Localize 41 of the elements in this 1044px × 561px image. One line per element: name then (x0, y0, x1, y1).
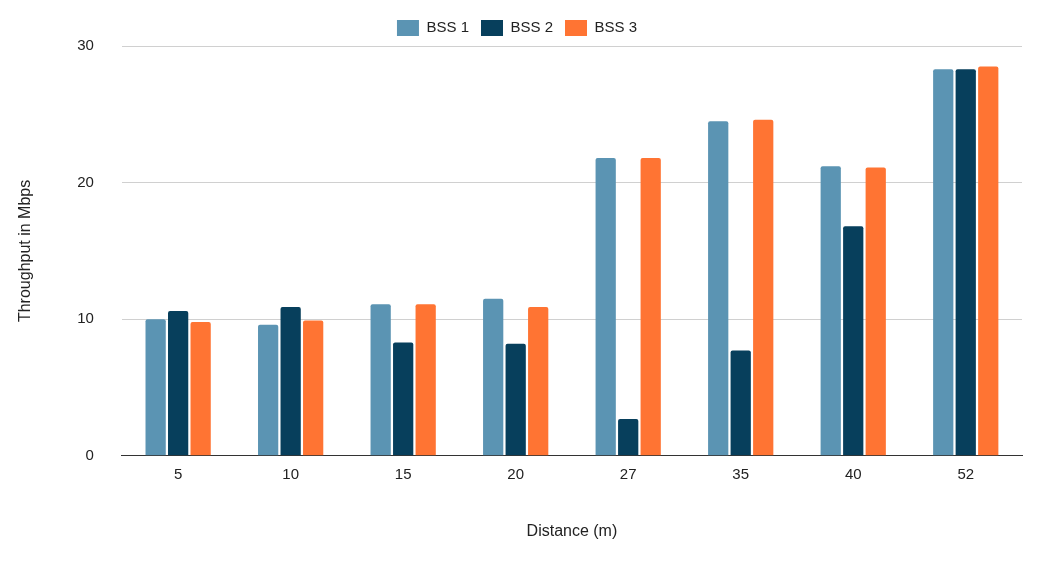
bar (978, 66, 999, 456)
bar (303, 320, 324, 456)
x-axis-title: Distance (m) (526, 521, 618, 539)
y-tick-label: 20 (77, 172, 94, 190)
bar (258, 324, 279, 456)
bar (753, 119, 774, 456)
bar (415, 304, 436, 456)
bar (370, 304, 391, 456)
bar (933, 69, 954, 456)
y-tick-label: 0 (85, 445, 94, 463)
legend-label: BSS 2 (510, 18, 554, 36)
bar (505, 343, 526, 456)
x-tick-label: 52 (957, 464, 975, 482)
bar (483, 298, 504, 456)
y-axis-title: Throughput in Mbps (16, 179, 34, 323)
bar (955, 69, 976, 456)
bar (820, 166, 841, 456)
x-tick-label: 40 (844, 464, 862, 482)
legend-label: BSS 3 (594, 18, 638, 36)
bar (708, 121, 729, 456)
bar (528, 306, 549, 456)
bar (145, 319, 166, 456)
bar (618, 418, 639, 456)
x-tick-label: 15 (394, 464, 412, 482)
bar (730, 350, 751, 456)
bar (280, 306, 301, 456)
x-tick-label: 35 (732, 464, 750, 482)
bar (595, 158, 616, 456)
y-tick-label: 10 (77, 309, 94, 327)
bar (640, 158, 661, 456)
bar (865, 167, 886, 456)
bar (393, 342, 414, 456)
y-tick-label: 30 (77, 36, 94, 54)
x-tick-label: 5 (173, 464, 183, 482)
bar (843, 226, 864, 456)
x-tick-label: 10 (282, 464, 299, 482)
x-tick-label: 27 (619, 464, 637, 482)
x-tick-label: 20 (507, 464, 525, 482)
legend-label: BSS 1 (426, 18, 469, 36)
bar (190, 321, 211, 456)
bar (168, 311, 189, 456)
